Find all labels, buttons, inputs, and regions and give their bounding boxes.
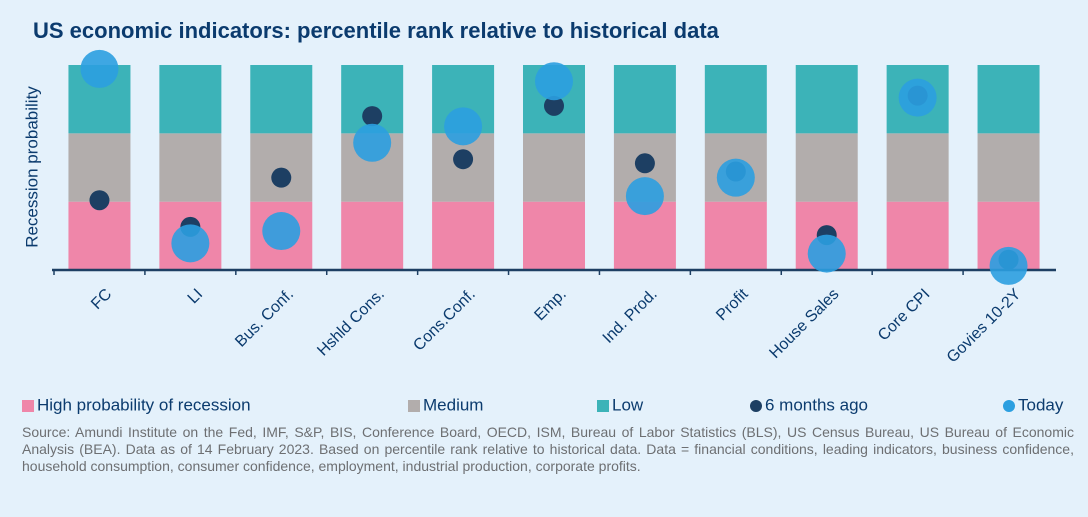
dot	[544, 95, 564, 116]
bar-segment	[523, 133, 585, 202]
chart: US economic indicators: percentile rank …	[22, 18, 1064, 414]
dot	[535, 62, 573, 101]
x-tick-label: Bus. Conf.	[232, 286, 297, 351]
dot	[171, 224, 210, 263]
legend-swatch	[1003, 400, 1015, 412]
bar-segment	[886, 201, 949, 270]
bar-segment	[159, 133, 222, 202]
dot	[80, 49, 119, 88]
dot	[362, 106, 383, 127]
x-tick-label: Ind. Prod.	[600, 286, 661, 347]
bar-segment	[68, 201, 131, 270]
bar-segment	[432, 201, 495, 270]
bar-segment	[795, 65, 858, 134]
dot	[716, 158, 755, 197]
dot	[453, 149, 474, 170]
bar-segment	[341, 201, 404, 270]
legend-label: Low	[612, 395, 644, 414]
x-tick-label: Profit	[713, 285, 752, 324]
bar-segment	[523, 201, 585, 270]
dot	[444, 107, 483, 146]
bar-segment	[977, 133, 1040, 202]
dot	[89, 190, 110, 211]
x-tick-label: House Sales	[766, 286, 842, 362]
legend-label: High probability of recession	[37, 395, 251, 414]
legend-swatch	[597, 400, 609, 412]
bar-segment	[704, 201, 767, 270]
source-note: Source: Amundi Institute on the Fed, IMF…	[22, 424, 1074, 474]
dot	[262, 212, 301, 251]
x-tick-label: Hshld Cons.	[314, 286, 388, 360]
x-tick-label: FC	[88, 286, 115, 313]
y-axis-label: Recession probability	[22, 86, 41, 248]
legend-swatch	[750, 400, 762, 412]
legend-label: Today	[1018, 395, 1064, 414]
dot	[989, 246, 1028, 285]
x-tick-label: Cons.Conf.	[410, 286, 479, 355]
legend-label: 6 months ago	[765, 395, 868, 414]
x-tick-label: LI	[185, 286, 206, 307]
bar-segment	[795, 133, 858, 202]
bar-segment	[613, 65, 676, 134]
dot	[625, 177, 664, 216]
x-tick-label: Core CPI	[875, 286, 934, 345]
bar-segment	[886, 133, 949, 202]
dot	[353, 123, 392, 162]
legend-swatch	[408, 400, 420, 412]
dot	[807, 234, 846, 273]
dot	[898, 78, 937, 117]
bar-segment	[250, 133, 313, 202]
chart-title: US economic indicators: percentile rank …	[33, 18, 720, 43]
dot	[271, 167, 292, 188]
legend-label: Medium	[423, 395, 483, 414]
legend-swatch	[22, 400, 34, 412]
bar-segment	[250, 65, 313, 134]
bar-segment	[704, 65, 767, 134]
x-tick-label: Emp.	[531, 286, 569, 324]
dot	[634, 153, 655, 174]
bar-segment	[977, 65, 1040, 134]
bar-segment	[159, 65, 222, 134]
x-tick-label: Govies 10-2Y	[944, 286, 1025, 367]
